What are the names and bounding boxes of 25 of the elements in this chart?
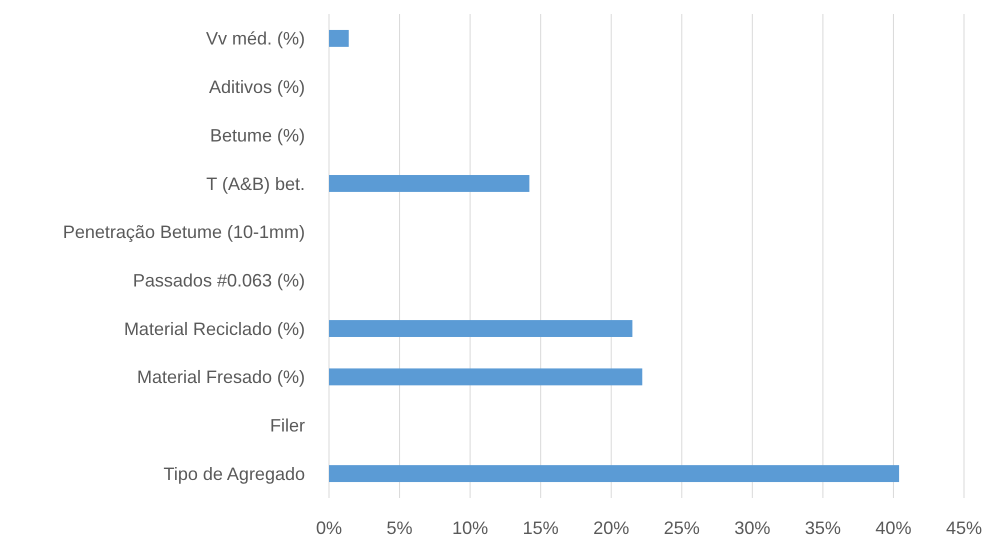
x-tick-label: 25% — [664, 518, 700, 538]
bar — [329, 30, 349, 47]
x-tick-label: 35% — [804, 518, 841, 538]
y-tick-label: Penetração Betume (10-1mm) — [62, 222, 305, 242]
bar — [329, 465, 900, 482]
x-tick-label: 0% — [316, 518, 342, 538]
y-tick-label: Betume (%) — [210, 125, 305, 146]
x-tick-label: 20% — [593, 518, 630, 538]
y-tick-label: Material Reciclado (%) — [124, 318, 305, 339]
bar — [329, 320, 632, 337]
x-tick-label: 45% — [946, 518, 982, 538]
y-tick-label: Material Fresado (%) — [136, 367, 305, 388]
y-tick-label: Tipo de Agregado — [164, 464, 305, 484]
x-tick-label: 5% — [386, 518, 413, 538]
y-tick-label: T (A&B) bet. — [206, 174, 305, 194]
y-tick-label: Aditivos (%) — [208, 77, 305, 98]
x-tick-label: 10% — [452, 518, 488, 538]
y-tick-label: Vv méd. (%) — [206, 28, 305, 49]
bar — [329, 368, 642, 386]
x-tick-label: 15% — [522, 518, 559, 538]
y-tick-label: Passados #0.063 (%) — [132, 270, 305, 290]
y-tick-label: Filer — [270, 416, 306, 436]
x-tick-label: 40% — [875, 518, 912, 538]
x-tick-label: 30% — [734, 518, 770, 538]
bar — [329, 175, 530, 192]
